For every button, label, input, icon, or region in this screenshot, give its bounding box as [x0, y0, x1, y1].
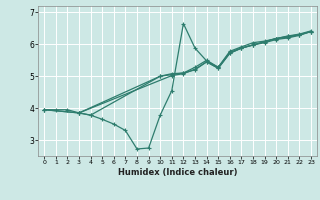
X-axis label: Humidex (Indice chaleur): Humidex (Indice chaleur)	[118, 168, 237, 177]
